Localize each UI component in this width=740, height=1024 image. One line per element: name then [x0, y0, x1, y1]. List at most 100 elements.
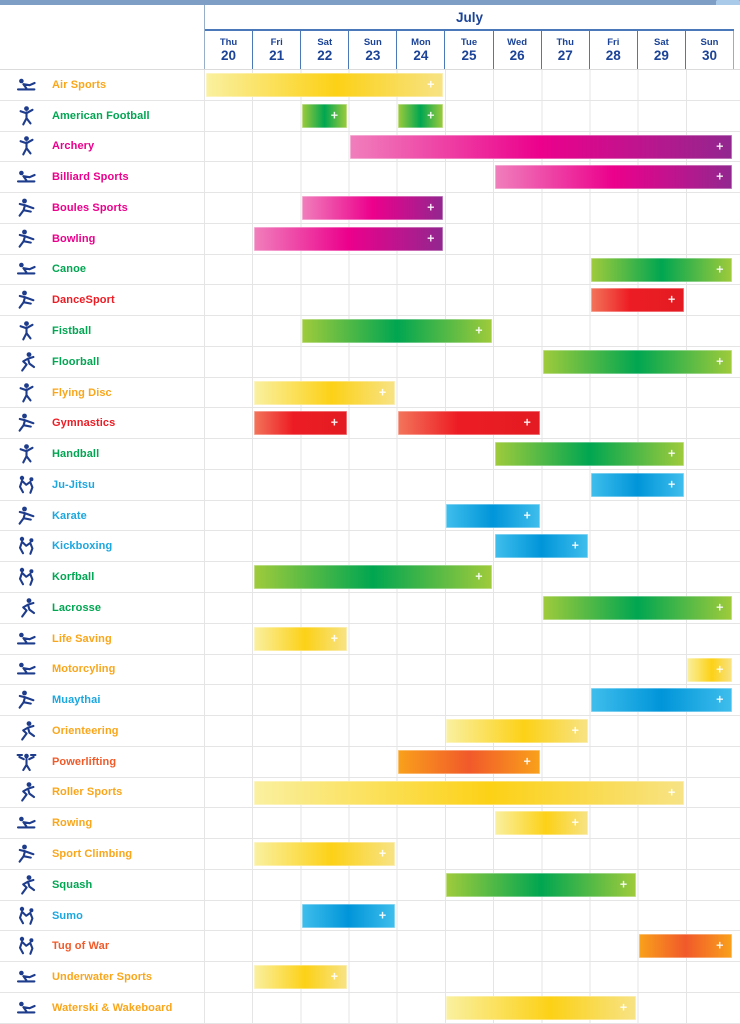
event-bar-canoe-28[interactable]: + — [590, 257, 733, 282]
event-bar-flying-disc-21[interactable]: + — [253, 380, 396, 405]
korfball-icon — [0, 565, 52, 589]
event-bar-karate-25[interactable]: + — [446, 503, 540, 528]
header-divider — [0, 69, 740, 70]
event-bar-tug-of-war-29[interactable]: + — [639, 934, 733, 959]
sport-label-cell: Fistball — [0, 316, 204, 346]
day-of-week-label: Tue — [460, 37, 478, 48]
sport-label-cell: Korfball — [0, 562, 204, 592]
expand-plus-icon: + — [571, 723, 579, 738]
event-bar-billiard-sports-26[interactable]: + — [494, 165, 733, 190]
timeline-cells: + — [204, 131, 734, 162]
life-saving-icon — [0, 627, 52, 651]
sport-name: Powerlifting — [52, 755, 117, 768]
event-bar-boules-sports-22[interactable]: + — [301, 196, 444, 221]
event-bar-lacrosse-27[interactable]: + — [542, 596, 733, 621]
event-bar-squash-25[interactable]: + — [446, 872, 637, 897]
event-bar-american-football-24[interactable]: + — [398, 103, 444, 128]
expand-plus-icon: + — [716, 169, 724, 184]
sport-name: Sumo — [52, 909, 83, 922]
schedule-row-american-football: American Football + + — [0, 100, 740, 132]
timeline-cells: + — [204, 808, 734, 839]
expand-plus-icon: + — [427, 77, 435, 92]
event-bar-american-football-22[interactable]: + — [301, 103, 348, 128]
scrollbar-thumb[interactable] — [716, 0, 740, 7]
sport-label-cell: Underwater Sports — [0, 962, 204, 992]
day-number-label: 20 — [221, 47, 237, 63]
sport-name: Waterski & Wakeboard — [52, 1001, 173, 1014]
event-bar-fistball-22[interactable]: + — [301, 319, 492, 344]
schedule-row-dancesport: DanceSport + — [0, 285, 740, 317]
motorcyling-icon — [0, 657, 52, 681]
event-bar-air-sports-20[interactable]: + — [205, 73, 444, 97]
sport-name: Boules Sports — [52, 201, 128, 214]
expand-plus-icon: + — [378, 846, 387, 861]
sport-name: Motorcyling — [52, 663, 116, 676]
event-bar-life-saving-21[interactable]: + — [253, 626, 348, 651]
schedule-row-motorcyling: Motorcyling + — [0, 654, 740, 686]
schedule-row-karate: Karate + — [0, 500, 740, 532]
day-of-week-label: Sun — [700, 37, 719, 48]
sport-name: Karate — [52, 509, 87, 522]
muaythai-icon — [0, 688, 52, 712]
day-of-week-label: Sun — [363, 37, 382, 48]
schedule-row-life-saving: Life Saving + — [0, 623, 740, 655]
timeline-cells: + — [204, 654, 734, 685]
event-bar-roller-sports-21[interactable]: + — [253, 780, 685, 805]
month-title: July — [205, 5, 734, 31]
sport-label-cell: Boules Sports — [0, 193, 204, 223]
day-header-row: Thu 20 Fri 21 Sat 22 Sun 23 Mon 24 Tue 25 Wed 26 Thu 27… — [205, 31, 735, 69]
schedule-row-boules-sports: Boules Sports + — [0, 193, 740, 224]
sport-label-cell: Life Saving — [0, 624, 204, 654]
expand-plus-icon: + — [378, 908, 387, 923]
event-bar-dancesport-28[interactable]: + — [590, 288, 685, 313]
event-bar-underwater-sports-21[interactable]: + — [253, 965, 348, 990]
schedule-row-sport-climbing: Sport Climbing + — [0, 839, 740, 870]
rowing-icon — [0, 811, 52, 835]
schedule-row-gymnastics: Gymnastics + + — [0, 408, 740, 440]
sport-label-cell: Motorcyling — [0, 655, 204, 685]
event-bar-ju-jitsu-28[interactable]: + — [590, 472, 685, 497]
event-bar-powerlifting-24[interactable]: + — [398, 749, 540, 774]
event-bar-rowing-26[interactable]: + — [494, 811, 588, 836]
air-sports-icon — [0, 73, 52, 97]
day-header-30: Sun 30 — [686, 31, 735, 69]
event-bar-waterski-and-wakeboard-25[interactable]: + — [446, 995, 637, 1020]
expand-plus-icon: + — [330, 415, 339, 430]
timeline-cells: + — [204, 70, 734, 100]
expand-plus-icon: + — [475, 323, 483, 338]
event-bar-korfball-21[interactable]: + — [253, 565, 492, 590]
expand-plus-icon: + — [668, 477, 676, 492]
kickboxing-icon — [0, 534, 52, 558]
handball-icon — [0, 442, 52, 466]
timeline-cells: + — [204, 500, 734, 531]
expand-plus-icon: + — [716, 662, 724, 677]
schedule-row-floorball: Floorball + — [0, 346, 740, 378]
timeline-cells: + — [204, 777, 734, 808]
schedule-body: Air Sports + American Football + + Archery + Bi… — [0, 70, 740, 1024]
schedule-row-orienteering: Orienteering + — [0, 716, 740, 747]
event-bar-floorball-27[interactable]: + — [542, 349, 733, 374]
expand-plus-icon: + — [716, 354, 724, 369]
sport-name: Flying Disc — [52, 386, 112, 399]
sport-name: Sport Climbing — [52, 848, 133, 861]
event-bar-bowling-21[interactable]: + — [253, 226, 444, 251]
schedule-row-powerlifting: Powerlifting + — [0, 746, 740, 778]
event-bar-gymnastics-24[interactable]: + — [398, 411, 540, 436]
day-header-23: Sun 23 — [349, 31, 398, 69]
schedule-row-underwater-sports: Underwater Sports + — [0, 962, 740, 993]
sport-name: Orienteering — [52, 724, 119, 737]
event-bar-archery-23[interactable]: + — [350, 134, 733, 159]
sport-label-cell: DanceSport — [0, 285, 204, 315]
day-header-24: Mon 24 — [397, 31, 446, 69]
timeline-cells: + — [204, 900, 734, 931]
event-bar-orienteering-25[interactable]: + — [446, 719, 588, 744]
sport-label-cell: Muaythai — [0, 685, 204, 715]
sport-name: Billiard Sports — [52, 171, 129, 184]
event-bar-sport-climbing-21[interactable]: + — [253, 842, 396, 867]
event-bar-kickboxing-26[interactable]: + — [494, 534, 588, 559]
event-bar-sumo-22[interactable]: + — [301, 903, 396, 928]
event-bar-gymnastics-21[interactable]: + — [253, 411, 348, 436]
event-bar-handball-26[interactable]: + — [494, 442, 685, 467]
event-bar-muaythai-28[interactable]: + — [590, 688, 733, 713]
event-bar-motorcyling-30[interactable]: + — [687, 657, 733, 682]
